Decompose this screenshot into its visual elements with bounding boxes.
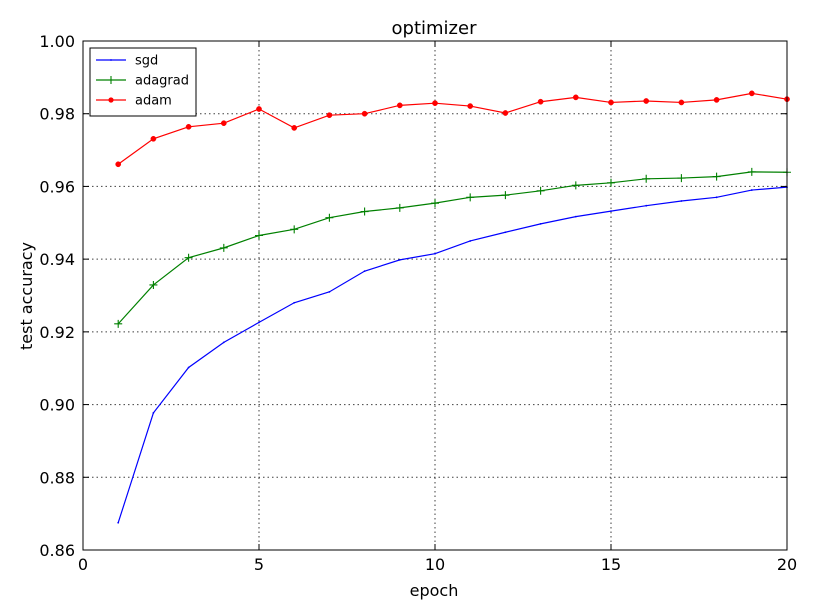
adam-point-16 xyxy=(643,98,650,104)
adagrad-point-15 xyxy=(607,178,615,187)
legend-label-sgd: sgd xyxy=(135,54,158,69)
sgd-point-12 xyxy=(504,231,507,234)
legend-marker-sgd xyxy=(110,59,112,61)
adagrad-point-6 xyxy=(290,225,299,234)
series-adam xyxy=(115,90,790,168)
adagrad-point-3 xyxy=(184,253,193,262)
sgd-point-14 xyxy=(574,215,577,218)
adagrad-point-12 xyxy=(501,191,510,200)
axis-ticks: 0 5 10 15 20 0.86 0.88 0.90 0.92 0.94 0.96 0.98 1.00 xyxy=(39,32,797,574)
sgd-point-11 xyxy=(469,240,472,242)
adagrad-point-8 xyxy=(360,207,369,216)
legend: sgd adagrad adam xyxy=(89,47,197,117)
y-axis-label: test accuracy xyxy=(17,242,36,350)
adagrad-point-10 xyxy=(431,199,439,208)
sgd-point-3 xyxy=(187,366,190,369)
adagrad-point-4 xyxy=(219,243,228,252)
adagrad-point-16 xyxy=(642,174,651,183)
sgd-point-18 xyxy=(715,196,718,199)
y-tick-label-7: 1.00 xyxy=(39,32,75,51)
series-line-sgd xyxy=(117,186,788,523)
adagrad-point-18 xyxy=(712,172,721,181)
legend-label-adam: adam xyxy=(135,94,172,109)
adam-point-17 xyxy=(678,99,685,106)
y-tick-label-4: 0.94 xyxy=(39,250,75,269)
adagrad-point-7 xyxy=(325,213,334,222)
sgd-point-7 xyxy=(328,290,331,293)
y-tick-label-5: 0.96 xyxy=(39,177,75,196)
y-tick-label-6: 0.98 xyxy=(39,105,75,124)
adam-point-9 xyxy=(396,102,403,109)
adagrad-point-11 xyxy=(466,193,475,202)
adam-point-8 xyxy=(361,110,368,117)
series-lines xyxy=(114,90,791,524)
y-tick-label-0: 0.86 xyxy=(39,541,75,560)
adagrad-point-19 xyxy=(747,167,756,176)
sgd-point-19 xyxy=(750,189,753,191)
y-tick-label-2: 0.90 xyxy=(39,396,75,415)
sgd-point-6 xyxy=(293,301,296,304)
adagrad-point-9 xyxy=(395,203,404,212)
sgd-point-5 xyxy=(258,321,260,324)
series-adagrad xyxy=(114,167,791,328)
legend-box xyxy=(89,47,197,117)
legend-marker-adam xyxy=(108,97,114,103)
adam-point-2 xyxy=(150,135,157,142)
series-line-adam xyxy=(117,92,788,165)
sgd-point-15 xyxy=(610,210,612,213)
adam-point-14 xyxy=(572,94,579,101)
sgd-point-16 xyxy=(645,204,648,207)
sgd-point-8 xyxy=(363,270,366,273)
chart-title: optimizer xyxy=(392,18,478,39)
adagrad-point-13 xyxy=(536,186,545,195)
adam-point-3 xyxy=(185,123,192,130)
x-axis-label: epoch xyxy=(410,581,459,600)
adam-point-18 xyxy=(713,97,720,103)
sgd-point-2 xyxy=(152,412,155,414)
sgd-point-10 xyxy=(434,252,436,255)
adagrad-point-1 xyxy=(114,319,123,328)
x-tick-label-4: 20 xyxy=(777,555,797,574)
adam-point-7 xyxy=(326,112,333,119)
legend-item-adam: adam xyxy=(96,94,172,109)
adam-point-4 xyxy=(220,120,227,127)
adam-point-11 xyxy=(467,103,474,109)
sgd-point-13 xyxy=(539,222,542,225)
grid-lines xyxy=(83,41,787,550)
legend-item-sgd: sgd xyxy=(96,54,158,69)
adagrad-point-2 xyxy=(149,280,158,289)
legend-label-adagrad: adagrad xyxy=(135,74,189,89)
adam-point-6 xyxy=(291,125,298,131)
adam-point-10 xyxy=(432,100,438,107)
x-tick-label-0: 0 xyxy=(78,555,88,574)
series-sgd xyxy=(117,186,788,524)
sgd-point-4 xyxy=(222,341,225,344)
y-tick-label-1: 0.88 xyxy=(39,468,75,487)
adam-point-5 xyxy=(256,106,262,112)
legend-marker-adagrad xyxy=(107,76,115,84)
adam-point-12 xyxy=(502,110,509,116)
adam-point-13 xyxy=(537,98,544,105)
adagrad-point-17 xyxy=(677,174,686,183)
series-line-adagrad xyxy=(117,171,788,325)
adagrad-point-5 xyxy=(255,231,263,240)
legend-item-adagrad: adagrad xyxy=(96,74,189,89)
adam-point-1 xyxy=(115,161,122,168)
sgd-point-1 xyxy=(117,521,120,524)
x-tick-label-2: 10 xyxy=(425,555,445,574)
adagrad-point-14 xyxy=(571,181,580,190)
x-tick-label-1: 5 xyxy=(254,555,264,574)
sgd-point-17 xyxy=(680,200,683,202)
adam-point-19 xyxy=(748,90,755,97)
x-tick-label-3: 15 xyxy=(601,555,621,574)
y-tick-label-3: 0.92 xyxy=(39,323,75,342)
sgd-point-9 xyxy=(398,258,401,261)
adam-point-15 xyxy=(608,99,614,106)
